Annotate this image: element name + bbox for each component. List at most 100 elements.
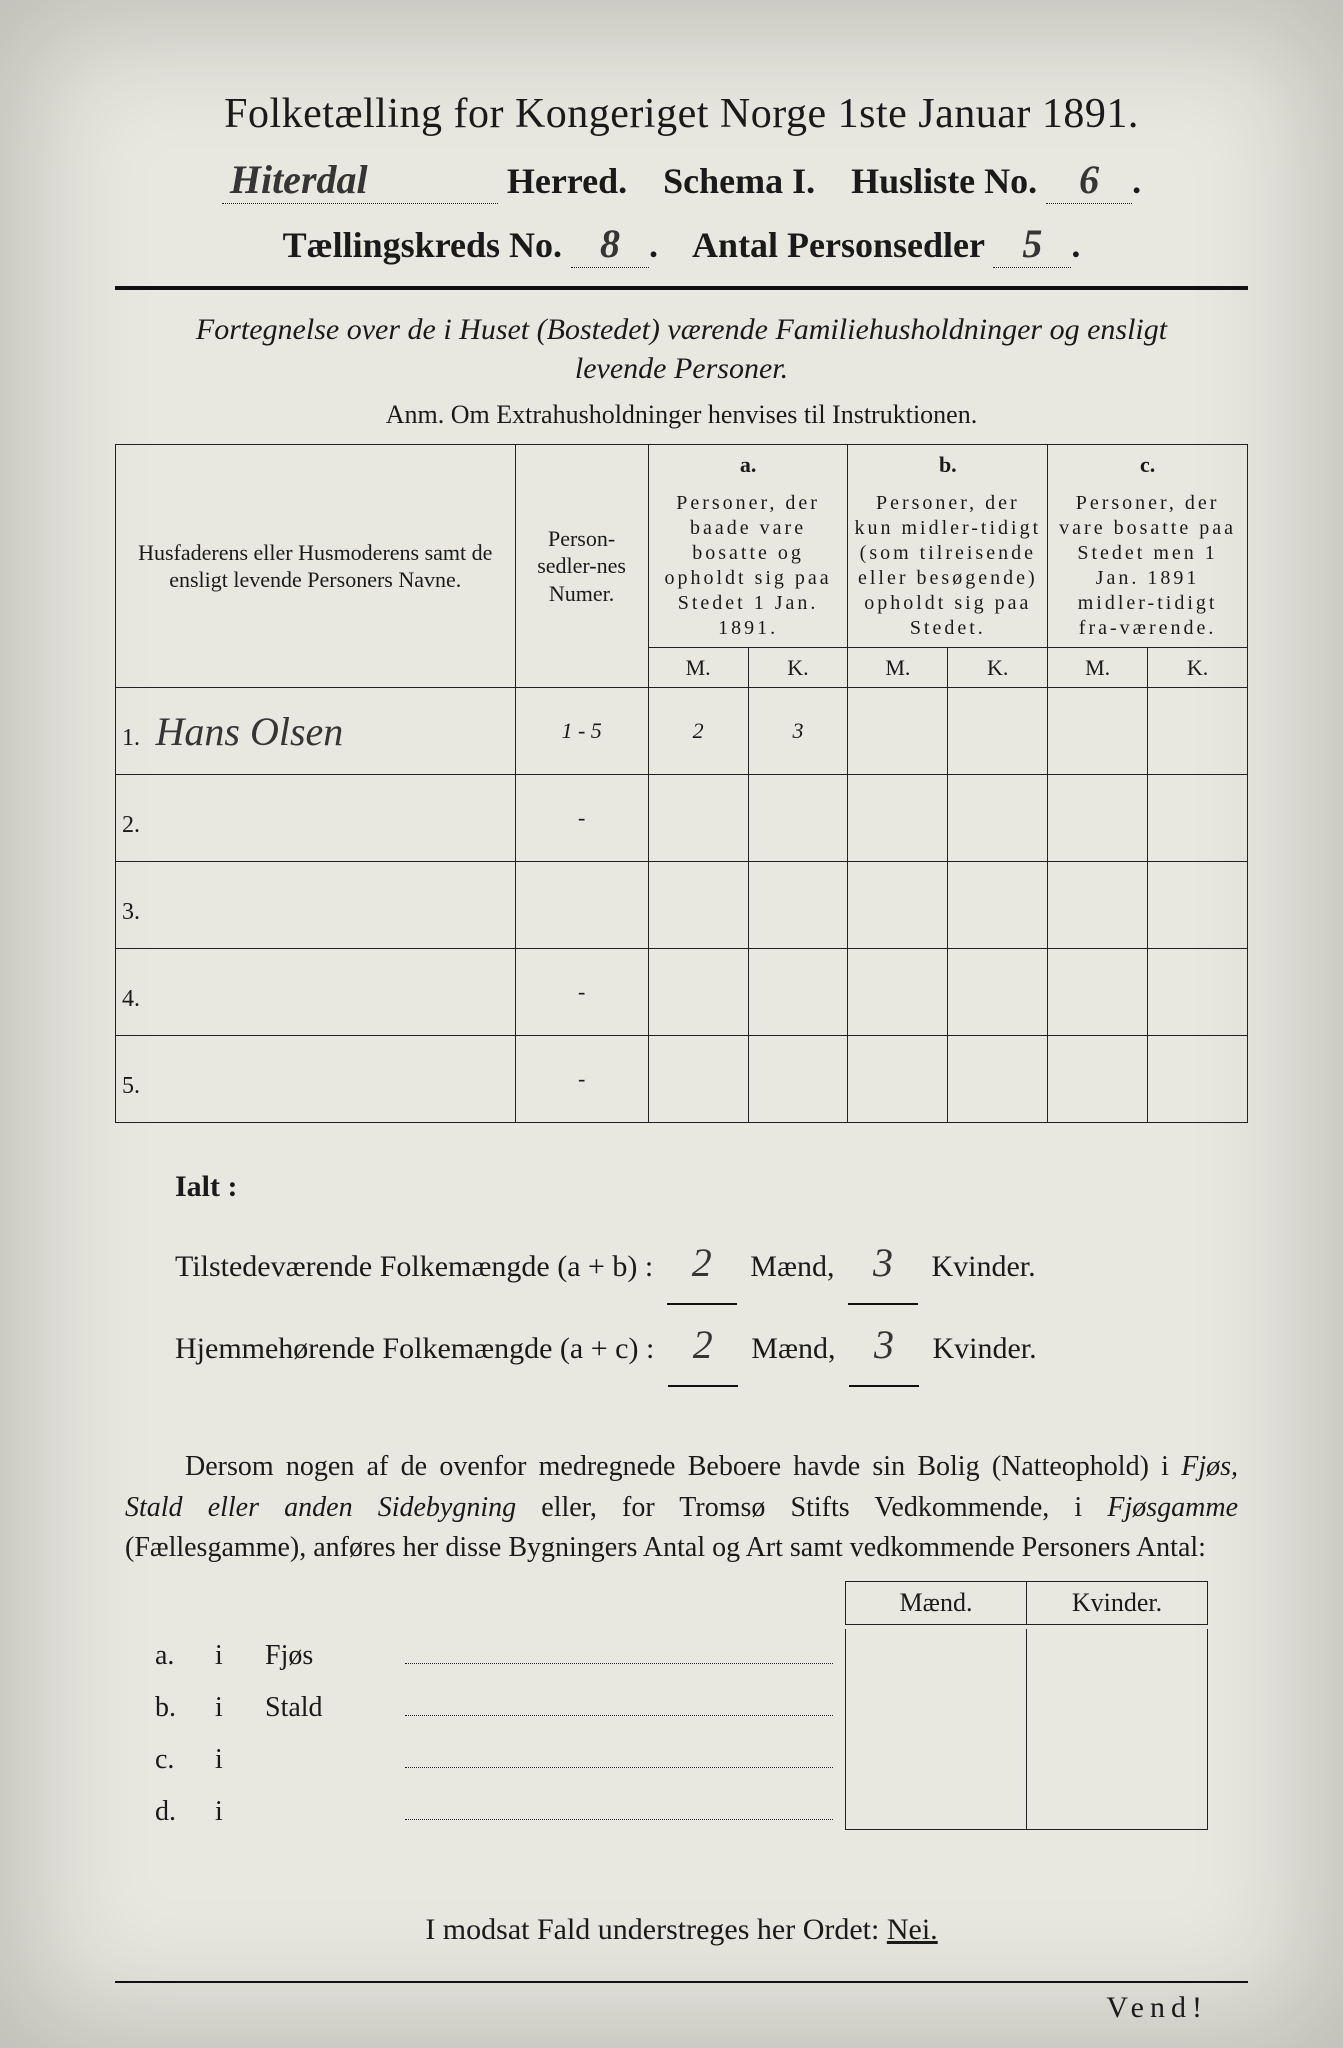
kreds-no: 8 [571, 220, 649, 268]
maend-label-2: Mænd, [751, 1332, 835, 1365]
maend-label: Mænd, [750, 1250, 834, 1283]
row-b-m [848, 1036, 948, 1123]
row-a-k [748, 949, 848, 1036]
census-form-page: Folketælling for Kongeriget Norge 1ste J… [0, 0, 1343, 2048]
ialt-line2: Hjemmehørende Folkemængde (a + c) : 2 Mæ… [175, 1305, 1248, 1387]
mk-cell-k [1026, 1629, 1208, 1830]
th-a: Personer, der baade vare bosatte og opho… [648, 485, 848, 648]
page-title: Folketælling for Kongeriget Norge 1ste J… [115, 90, 1248, 138]
row-c-m [1048, 775, 1148, 862]
table-row: 5. - [116, 1036, 1248, 1123]
row-a-m: 2 [648, 688, 748, 775]
th-names-text: Husfaderens eller Husmoderens samt de en… [138, 540, 492, 593]
sidebygning-row: d.i [155, 1791, 845, 1843]
ialt-l1-m: 2 [667, 1223, 737, 1305]
herred-label: Herred. [507, 161, 627, 201]
th-names: Husfaderens eller Husmoderens samt de en… [116, 445, 516, 688]
ialt-line1: Tilstedeværende Folkemængde (a + b) : 2 … [175, 1223, 1248, 1305]
row-b-m [848, 688, 948, 775]
row-a-k [748, 862, 848, 949]
fortegnelse-text: Fortegnelse over de i Huset (Bostedet) v… [155, 310, 1208, 388]
table-row: 1. Hans Olsen1 - 523 [116, 688, 1248, 775]
th-b-k: K. [948, 647, 1048, 688]
row-c-m [1048, 949, 1148, 1036]
row-b-k [948, 688, 1048, 775]
anm-text: Anm. Om Extrahusholdninger henvises til … [115, 400, 1248, 430]
sidebygning-row: a.iFjøs [155, 1635, 845, 1687]
kreds-label: Tællingskreds No. [283, 225, 562, 265]
sidebygning-row: c.i [155, 1739, 845, 1791]
th-b-m: M. [848, 647, 948, 688]
row-c-k [1148, 949, 1248, 1036]
th-a-top: a. [648, 445, 848, 485]
table-row: 3. [116, 862, 1248, 949]
ialt-block: Ialt : Tilstedeværende Folkemængde (a + … [175, 1157, 1248, 1387]
th-a-k: K. [748, 647, 848, 688]
row-a-m [648, 1036, 748, 1123]
kvinder-label: Kvinder. [931, 1250, 1035, 1283]
row-b-m [848, 775, 948, 862]
mk-cell-m [845, 1629, 1026, 1830]
sidebygning-row: b.iStald [155, 1687, 845, 1739]
row-b-k [948, 949, 1048, 1036]
th-numer-text: Person-sedler-nes Numer. [537, 526, 626, 606]
row-a-k [748, 775, 848, 862]
sidebygning-block: Mænd. Kvinder. a.iFjøsb.iStaldc.id.i [115, 1581, 1248, 1843]
mk-maend: Mænd. [845, 1581, 1026, 1625]
row-a-k [748, 1036, 848, 1123]
mk-kvinder: Kvinder. [1026, 1581, 1208, 1625]
table-row: 4. - [116, 949, 1248, 1036]
census-table: Husfaderens eller Husmoderens samt de en… [115, 444, 1248, 1123]
mk-head: Mænd. Kvinder. [115, 1581, 1208, 1625]
row-c-m [1048, 1036, 1148, 1123]
row-b-k [948, 775, 1048, 862]
row-c-k [1148, 775, 1248, 862]
row-num-cell [515, 862, 648, 949]
th-c-top: c. [1048, 445, 1248, 485]
row-c-m [1048, 862, 1148, 949]
row-num-cell: - [515, 949, 648, 1036]
row-b-k [948, 862, 1048, 949]
ialt-l2-k: 3 [849, 1305, 919, 1387]
row-a-m [648, 862, 748, 949]
divider-rule [115, 286, 1248, 290]
row-c-k [1148, 1036, 1248, 1123]
th-c-k: K. [1148, 647, 1248, 688]
row-num-cell: 1 - 5 [515, 688, 648, 775]
sidebygning-rows: a.iFjøsb.iStaldc.id.i [155, 1635, 845, 1843]
bottom-pre: I modsat Fald understreges her Ordet: [425, 1913, 887, 1946]
row-a-m [648, 775, 748, 862]
th-a-m: M. [648, 647, 748, 688]
th-b-top: b. [848, 445, 1048, 485]
row-name-cell: 3. [116, 862, 516, 949]
th-numer: Person-sedler-nes Numer. [515, 445, 648, 688]
th-b: Personer, der kun midler-tidigt (som til… [848, 485, 1048, 648]
bottom-line: I modsat Fald understreges her Ordet: Ne… [115, 1913, 1248, 1947]
bolig-paragraph: Dersom nogen af de ovenfor medregnede Be… [125, 1447, 1238, 1569]
th-c: Personer, der vare bosatte paa Stedet me… [1048, 485, 1248, 648]
ialt-l1-k: 3 [848, 1223, 918, 1305]
antal-no: 5 [993, 220, 1071, 268]
herred-line: Hiterdal Herred. Schema I. Husliste No. … [115, 156, 1248, 204]
schema-label: Schema I. [663, 161, 815, 201]
mk-cells [845, 1629, 1208, 1843]
husliste-no: 6 [1046, 156, 1132, 204]
row-c-k [1148, 688, 1248, 775]
kvinder-label-2: Kvinder. [932, 1332, 1036, 1365]
table-row: 2. - [116, 775, 1248, 862]
antal-label: Antal Personsedler [692, 225, 984, 265]
row-a-k: 3 [748, 688, 848, 775]
row-c-k [1148, 862, 1248, 949]
vend-label: Vend! [115, 1991, 1248, 2025]
row-b-m [848, 862, 948, 949]
ialt-l2-label: Hjemmehørende Folkemængde (a + c) : [175, 1319, 654, 1379]
kreds-line: Tællingskreds No. 8. Antal Personsedler … [115, 220, 1248, 268]
herred-handwritten: Hiterdal [222, 156, 498, 204]
row-b-m [848, 949, 948, 1036]
row-c-m [1048, 688, 1148, 775]
ialt-l2-m: 2 [668, 1305, 738, 1387]
row-a-m [648, 949, 748, 1036]
husliste-label: Husliste No. [851, 161, 1037, 201]
row-num-cell: - [515, 775, 648, 862]
row-name-cell: 4. [116, 949, 516, 1036]
